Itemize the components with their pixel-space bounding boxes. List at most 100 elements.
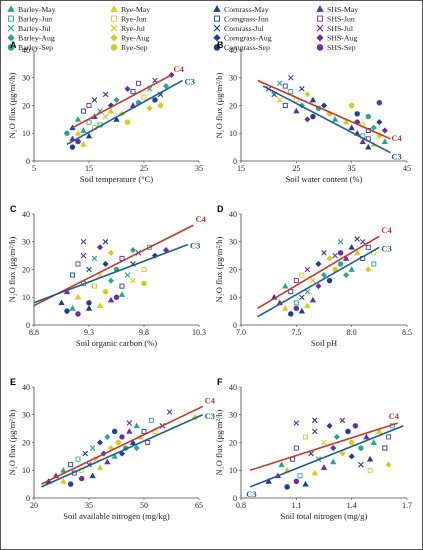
data-point [337,261,344,267]
data-point [96,302,104,308]
legend-item: SHS-Jun [317,14,355,23]
legend-label: Comgrass-Jun [224,14,269,23]
legend-item: Rye-Jun [110,14,147,23]
data-point [162,83,170,90]
data-point [91,255,98,262]
data-point [85,305,93,311]
data-point [299,272,305,278]
fit-line-c3 [257,246,380,318]
data-point [337,238,344,245]
y-tick-label: 20 [22,265,30,274]
data-point [147,244,152,250]
legend-marker [213,15,220,22]
data-point [343,272,350,279]
data-point [68,462,74,468]
legend-marker [213,24,221,32]
x-tick-label: 8.5 [402,328,412,337]
data-point [315,283,322,290]
legend-label: Barley-Sep [18,43,53,52]
data-point [354,111,360,117]
panel-letter: D [217,204,224,214]
data-point [315,260,322,267]
data-point [104,458,111,465]
data-point [126,420,133,426]
data-point [107,296,115,303]
y-axis-label: N₂O flux (μg/m²/h) [7,409,17,475]
data-point [69,305,76,311]
data-point [354,236,360,242]
data-point [86,300,92,306]
data-point [119,283,125,289]
legend-marker [213,34,221,42]
data-point [382,445,388,451]
data-point [304,91,311,98]
fit-label-c3: C3 [190,241,200,251]
data-point [293,107,300,114]
legend-label: SHS-Jul [327,24,354,33]
fit-line-c4 [257,235,380,310]
y-tick-label: 30 [22,238,30,247]
x-tick-label: 15 [85,164,93,173]
fit-line-c4 [72,74,172,129]
y-tick-label: 10 [22,293,30,302]
data-point [74,129,82,136]
data-point [75,261,81,267]
data-point [288,289,294,295]
legend-item: Corngrass-Sep [213,43,270,52]
data-point [320,464,328,470]
data-point [299,294,305,301]
data-point [141,280,147,287]
data-point [151,252,159,259]
data-point [299,86,305,92]
data-point [302,480,309,487]
data-point [365,266,372,273]
y-tick-label: 40 [22,46,30,55]
fit-label-c4: C4 [205,395,216,405]
data-point [309,96,317,103]
data-point [320,102,328,109]
data-point [381,138,389,144]
data-point [297,473,303,479]
data-point [111,428,118,435]
legend-item: Rye-Jul [110,24,146,33]
legend-label: Corngrass-Aug [224,34,272,43]
data-point [358,461,364,468]
x-tick-label: 8.0 [347,328,357,337]
data-point [293,478,300,485]
data-point [64,308,70,314]
data-point [365,143,372,150]
data-point [58,299,65,306]
data-point [348,453,355,460]
y-axis-label: N₂O flux (μg/m²/h) [214,236,224,302]
data-point [81,108,86,114]
legend-label: SHS-Jun [327,14,355,23]
data-point [303,434,309,440]
panel-letter: B [217,40,224,50]
data-point [115,439,122,446]
x-tick-label: 0.8 [236,501,246,510]
legend-marker [7,34,15,42]
data-point [326,422,333,429]
y-axis-label: N₂O flux (μg/m²/h) [214,409,224,475]
y-axis-label: N₂O flux (μg/m²/h) [7,72,17,138]
data-point [91,97,98,103]
data-point [352,423,359,429]
fit-label-c3: C3 [391,152,401,162]
data-point [284,484,290,490]
data-point [124,119,131,125]
data-point [342,255,350,261]
legend-item: SHS-May [316,5,358,14]
legend-label: SHS-Aug [327,34,357,43]
x-tick-label: 50 [140,501,148,510]
data-point [304,302,311,308]
data-point [89,445,96,451]
data-point [75,456,81,462]
data-point [293,420,300,426]
data-point [80,252,87,259]
data-point [96,464,104,470]
fit-line-c4 [249,422,399,472]
panel-a: A 0 10 20 30 40 5 15 25 35 Soil temperature (°C) N₂… [7,40,203,184]
data-point [370,439,377,445]
data-point [124,85,131,92]
data-point [376,428,383,434]
